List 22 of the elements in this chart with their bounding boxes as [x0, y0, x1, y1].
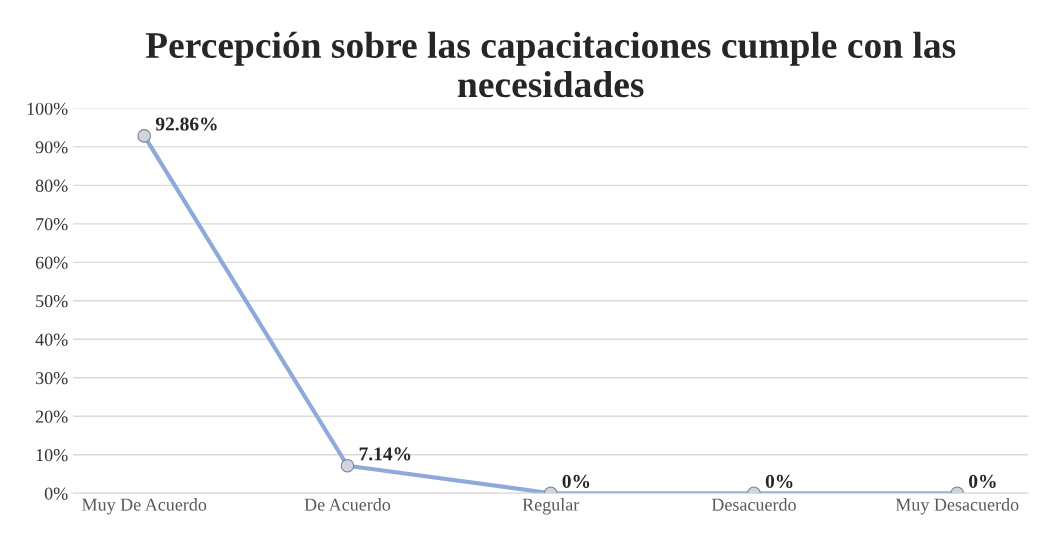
y-tick-label: 20% [35, 410, 68, 423]
data-label: 0% [969, 474, 996, 488]
y-tick-label: 60% [35, 256, 68, 269]
y-tick-label: 10% [36, 449, 68, 462]
y-tick-label: 40% [35, 333, 68, 346]
y-tick-label: 90% [35, 141, 68, 154]
y-tick-label: 50% [36, 295, 68, 308]
y-tick-label: 0% [44, 487, 68, 500]
data-label: 7.14% [359, 447, 411, 461]
y-tick-label: 30% [35, 372, 68, 385]
data-label: 0% [765, 474, 793, 488]
x-tick-label: De Acuerdo [304, 498, 391, 511]
data-label: 0% [562, 474, 590, 488]
x-tick-label: Muy De Acuerdo [82, 498, 207, 515]
y-tick-label: 80% [35, 179, 68, 192]
x-tick-label: Regular [522, 498, 580, 515]
data-label: 92.86% [155, 117, 217, 131]
y-tick-label: 100% [27, 102, 68, 115]
chart-title: Percepción sobre las capacitaciones cumple con las necesidades [145, 31, 956, 98]
x-tick-label: Muy Desacuerdo [895, 498, 1019, 515]
y-tick-label: 70% [36, 218, 68, 231]
x-tick-label: Desacuerdo [711, 498, 796, 511]
